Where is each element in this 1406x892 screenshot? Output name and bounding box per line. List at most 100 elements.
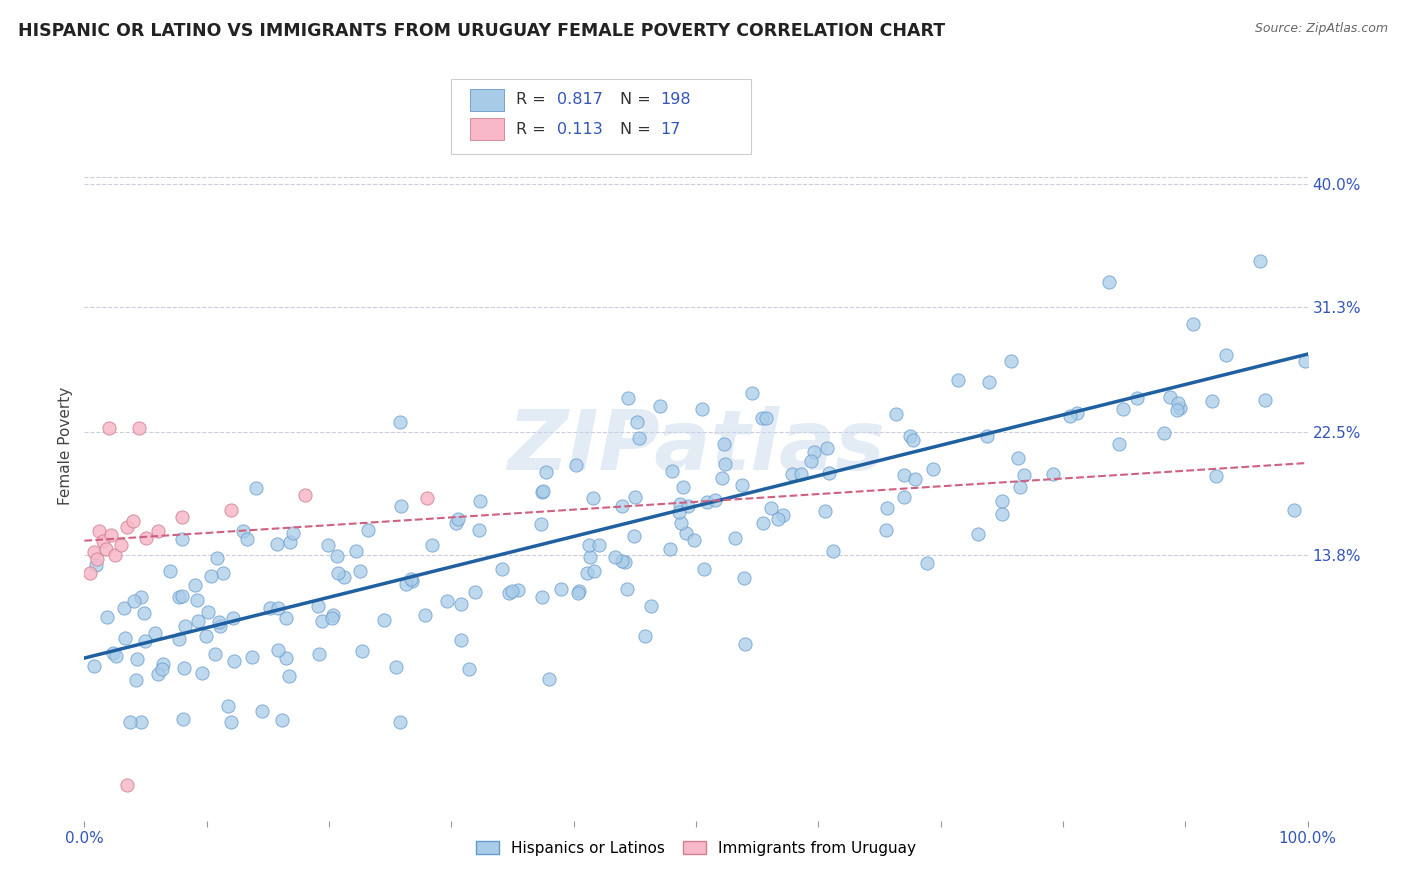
Point — [893, 490, 915, 504]
Point — [661, 464, 683, 478]
Point — [352, 643, 374, 657]
Point — [294, 488, 316, 502]
Point — [274, 650, 297, 665]
Point — [101, 646, 124, 660]
Point — [436, 594, 458, 608]
Text: 0.817: 0.817 — [557, 93, 602, 107]
Point — [669, 497, 692, 511]
Point — [236, 532, 259, 546]
Point — [173, 619, 195, 633]
Point — [875, 523, 897, 537]
Point — [803, 445, 825, 459]
Point — [450, 633, 472, 648]
Text: HISPANIC OR LATINO VS IMMIGRANTS FROM URUGUAY FEMALE POVERTY CORRELATION CHART: HISPANIC OR LATINO VS IMMIGRANTS FROM UR… — [18, 22, 945, 40]
Point — [308, 647, 330, 661]
Point — [693, 562, 716, 576]
Point — [129, 714, 152, 729]
Point — [696, 495, 718, 509]
Point — [172, 712, 194, 726]
FancyBboxPatch shape — [470, 88, 503, 112]
Point — [530, 517, 553, 532]
Point — [634, 630, 657, 644]
Point — [893, 468, 915, 483]
Point — [250, 704, 273, 718]
Point — [1254, 393, 1277, 408]
Point — [270, 713, 292, 727]
Point — [200, 569, 222, 583]
Point — [146, 666, 169, 681]
Point — [624, 490, 647, 504]
Point — [734, 637, 756, 651]
Point — [97, 420, 120, 434]
Point — [789, 467, 811, 481]
Point — [578, 538, 600, 552]
Point — [800, 454, 823, 468]
Point — [761, 500, 783, 515]
Point — [506, 582, 529, 597]
Point — [132, 607, 155, 621]
Point — [321, 611, 343, 625]
Point — [650, 399, 672, 413]
Text: 198: 198 — [661, 93, 692, 107]
Point — [610, 499, 633, 513]
Point — [898, 429, 921, 443]
Point — [134, 634, 156, 648]
Point — [222, 611, 245, 625]
Point — [1282, 502, 1305, 516]
Point — [114, 631, 136, 645]
Point — [537, 672, 560, 686]
Point — [217, 698, 239, 713]
Point — [1108, 437, 1130, 451]
Point — [135, 531, 157, 545]
Point — [373, 613, 395, 627]
Point — [245, 481, 267, 495]
Point — [1012, 467, 1035, 482]
Point — [167, 632, 190, 647]
Point — [146, 524, 169, 538]
Point — [703, 493, 725, 508]
Point — [100, 528, 122, 542]
Point — [413, 607, 436, 622]
Point — [1159, 390, 1181, 404]
Point — [221, 714, 243, 729]
Point — [344, 543, 367, 558]
Point — [534, 465, 557, 479]
Point — [967, 527, 990, 541]
Point — [458, 662, 481, 676]
Point — [110, 538, 132, 552]
Text: ZIPatlas: ZIPatlas — [508, 406, 884, 486]
Point — [976, 429, 998, 443]
Point — [669, 516, 692, 531]
Point — [416, 491, 439, 506]
Point — [311, 614, 333, 628]
Point — [191, 666, 214, 681]
Point — [565, 458, 588, 472]
Point — [83, 658, 105, 673]
Point — [579, 550, 602, 565]
Point — [610, 554, 633, 568]
Point — [901, 433, 924, 447]
Point — [990, 508, 1012, 522]
Point — [389, 500, 412, 514]
Point — [530, 590, 553, 604]
Point — [115, 519, 138, 533]
Point — [87, 524, 110, 538]
Text: R =: R = — [516, 93, 551, 107]
Point — [690, 401, 713, 416]
Text: Source: ZipAtlas.com: Source: ZipAtlas.com — [1254, 22, 1388, 36]
Point — [1112, 401, 1135, 416]
Point — [903, 472, 925, 486]
Point — [614, 555, 637, 569]
Point — [672, 480, 695, 494]
Point — [1166, 403, 1188, 417]
Point — [401, 574, 423, 589]
Point — [617, 392, 640, 406]
Text: 17: 17 — [661, 121, 681, 136]
Point — [122, 594, 145, 608]
Point — [349, 564, 371, 578]
Point — [204, 647, 226, 661]
Point — [125, 673, 148, 688]
Text: R =: R = — [516, 121, 551, 136]
Point — [616, 582, 638, 596]
Point — [104, 648, 127, 663]
